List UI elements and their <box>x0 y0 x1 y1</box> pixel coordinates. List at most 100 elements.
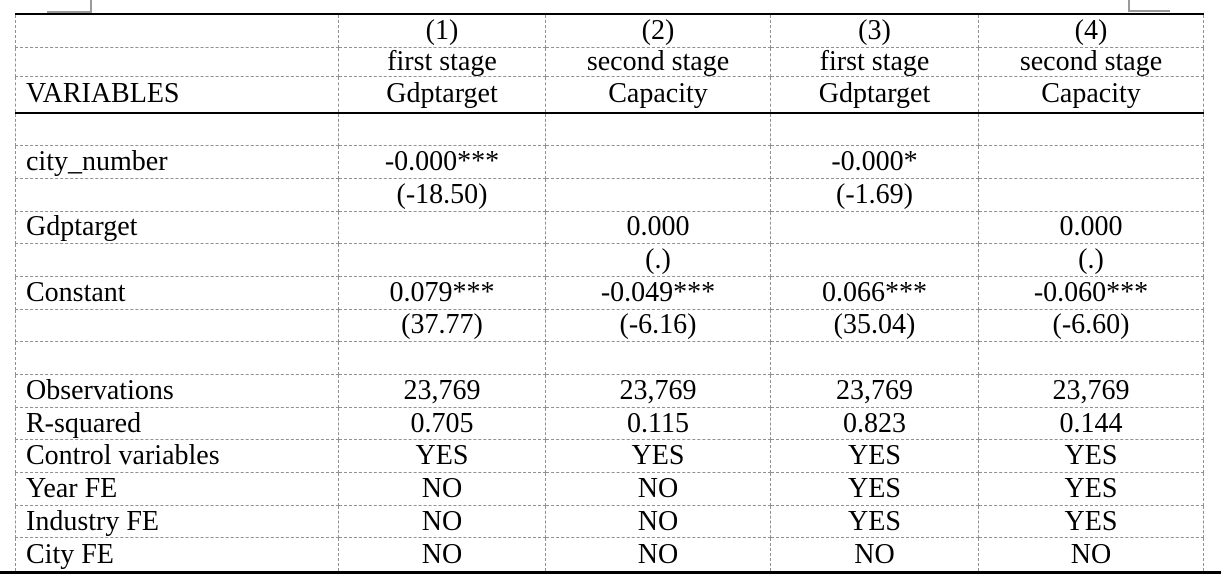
industry-fe-row: Industry FE NO NO YES YES <box>15 504 1204 539</box>
flag-cell: NO <box>545 504 771 539</box>
flag-cell: NO <box>545 537 771 571</box>
flag-cell: NO <box>338 472 546 506</box>
empty-cell <box>15 177 339 212</box>
stage-label: second stage <box>545 46 771 77</box>
table-bottom-border <box>0 571 1221 574</box>
stat-cell: 0.823 <box>770 406 979 441</box>
row-label: City FE <box>15 537 339 571</box>
col-number-3: (3) <box>770 13 979 48</box>
tstat-cell: (35.04) <box>770 308 979 343</box>
tstat-cell <box>545 177 771 212</box>
col-number-1: (1) <box>338 13 546 48</box>
depvar-label: Capacity <box>545 75 771 114</box>
tstat-cell: (37.77) <box>338 308 546 343</box>
stat-cell: 23,769 <box>770 374 979 408</box>
coef-row-city-number: city_number -0.000*** -0.000* <box>15 145 1204 179</box>
flag-cell: NO <box>978 537 1204 571</box>
tstat-row-constant: (37.77) (-6.16) (35.04) (-6.60) <box>15 308 1204 343</box>
stat-cell: 23,769 <box>545 374 771 408</box>
tstat-cell: (-6.16) <box>545 308 771 343</box>
coef-cell: -0.000* <box>770 145 979 179</box>
row-label: Constant <box>15 275 339 310</box>
empty-cell <box>338 341 546 375</box>
coef-row-gdptarget: Gdptarget 0.000 0.000 <box>15 210 1204 245</box>
flag-cell: YES <box>338 439 546 474</box>
cut-cell-fragment-left <box>47 0 92 13</box>
empty-cell <box>15 341 339 375</box>
empty-cell <box>978 341 1204 375</box>
stage-label-row: first stage second stage first stage sec… <box>15 46 1204 77</box>
flag-cell: YES <box>770 439 979 474</box>
tstat-cell: (-18.50) <box>338 177 546 212</box>
row-label: R-squared <box>15 406 339 441</box>
col-number-4: (4) <box>978 13 1204 48</box>
empty-cell <box>15 112 339 147</box>
spacer-row <box>15 112 1204 147</box>
flag-cell: NO <box>770 537 979 571</box>
coef-row-constant: Constant 0.079*** -0.049*** 0.066*** -0.… <box>15 275 1204 310</box>
flag-cell: YES <box>770 472 979 506</box>
tstat-cell <box>978 177 1204 212</box>
flag-cell: YES <box>978 504 1204 539</box>
stat-cell: 23,769 <box>338 374 546 408</box>
row-label: Gdptarget <box>15 210 339 245</box>
empty-cell <box>15 46 339 77</box>
coef-cell <box>338 210 546 245</box>
coef-cell <box>770 210 979 245</box>
empty-cell <box>978 112 1204 147</box>
row-label: Observations <box>15 374 339 408</box>
tstat-row-gdptarget: (.) (.) <box>15 243 1204 277</box>
flag-cell: NO <box>545 472 771 506</box>
stage-label: first stage <box>338 46 546 77</box>
row-label: Year FE <box>15 472 339 506</box>
tstat-cell: (.) <box>545 243 771 277</box>
tstat-cell: (.) <box>978 243 1204 277</box>
row-label: Control variables <box>15 439 339 474</box>
coef-cell: -0.060*** <box>978 275 1204 310</box>
flag-cell: NO <box>338 504 546 539</box>
coef-cell: 0.000 <box>978 210 1204 245</box>
tstat-cell: (-1.69) <box>770 177 979 212</box>
empty-cell <box>770 341 979 375</box>
coef-cell <box>978 145 1204 179</box>
empty-cell <box>15 308 339 343</box>
depvar-label: Gdptarget <box>770 75 979 114</box>
depvar-label: Capacity <box>978 75 1204 114</box>
coef-cell: 0.066*** <box>770 275 979 310</box>
city-fe-row: City FE NO NO NO NO <box>15 537 1204 571</box>
stat-cell: 0.144 <box>978 406 1204 441</box>
empty-cell <box>545 341 771 375</box>
empty-cell <box>15 243 339 277</box>
observations-row: Observations 23,769 23,769 23,769 23,769 <box>15 374 1204 408</box>
stage-label: first stage <box>770 46 979 77</box>
tstat-cell <box>338 243 546 277</box>
coef-cell: -0.000*** <box>338 145 546 179</box>
column-number-row: (1) (2) (3) (4) <box>15 13 1204 48</box>
flag-cell: NO <box>338 537 546 571</box>
tstat-row-city-number: (-18.50) (-1.69) <box>15 177 1204 212</box>
flag-cell: YES <box>978 472 1204 506</box>
r-squared-row: R-squared 0.705 0.115 0.823 0.144 <box>15 406 1204 441</box>
empty-cell <box>770 112 979 147</box>
flag-cell: YES <box>978 439 1204 474</box>
depvar-label: Gdptarget <box>338 75 546 114</box>
year-fe-row: Year FE NO NO YES YES <box>15 472 1204 506</box>
row-label: Industry FE <box>15 504 339 539</box>
empty-cell <box>338 112 546 147</box>
coef-cell: 0.000 <box>545 210 771 245</box>
stat-cell: 23,769 <box>978 374 1204 408</box>
variables-header-row: VARIABLES Gdptarget Capacity Gdptarget C… <box>15 75 1204 114</box>
row-label: city_number <box>15 145 339 179</box>
coef-cell: 0.079*** <box>338 275 546 310</box>
tstat-cell <box>770 243 979 277</box>
flag-cell: YES <box>545 439 771 474</box>
stat-cell: 0.115 <box>545 406 771 441</box>
coef-cell: -0.049*** <box>545 275 771 310</box>
empty-cell <box>15 13 339 48</box>
regression-table: (1) (2) (3) (4) first stage second stage… <box>15 13 1204 571</box>
stat-cell: 0.705 <box>338 406 546 441</box>
col-number-2: (2) <box>545 13 771 48</box>
spacer-row <box>15 341 1204 375</box>
tstat-cell: (-6.60) <box>978 308 1204 343</box>
